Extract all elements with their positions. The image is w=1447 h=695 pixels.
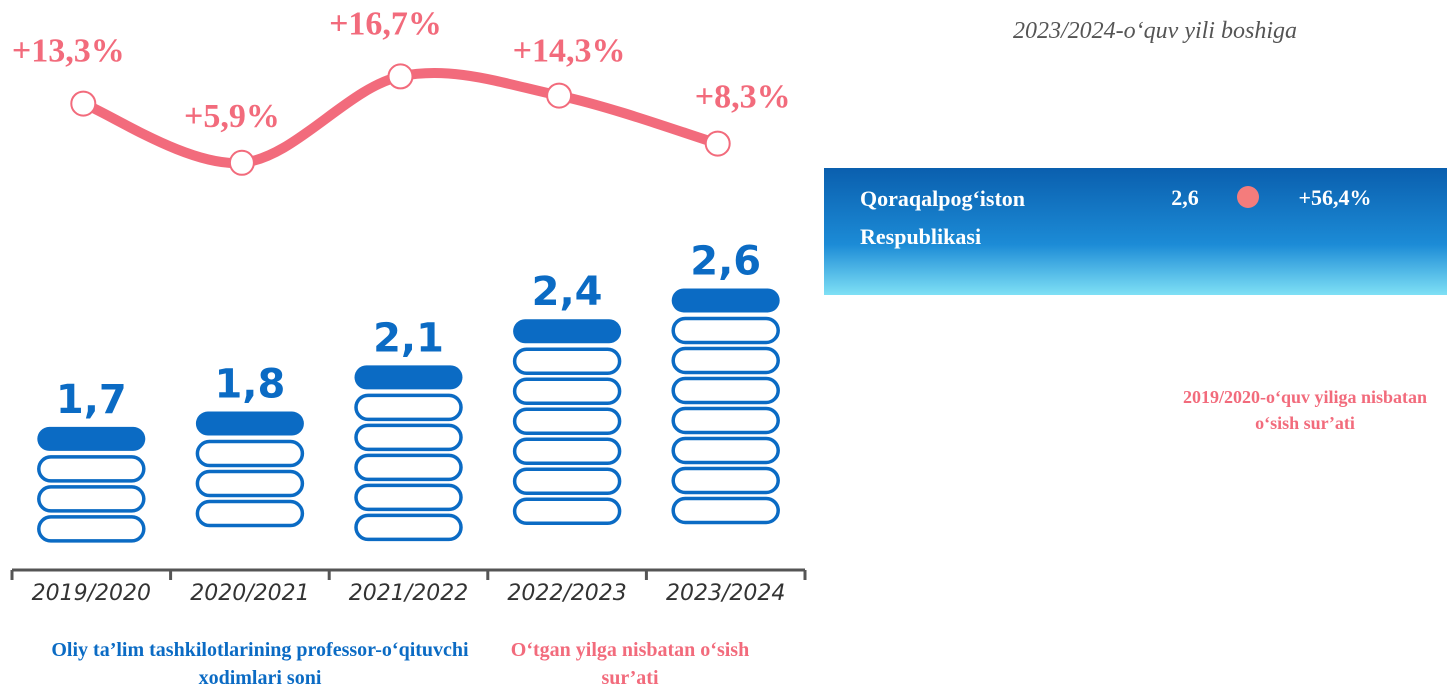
bar-ring [195, 439, 305, 468]
legend-dot [1237, 186, 1259, 208]
data-label: 2,4 [532, 269, 603, 315]
region-panel [824, 168, 1447, 295]
bar [671, 288, 780, 525]
bar-ring [671, 436, 780, 465]
bar-ring [512, 467, 622, 495]
bar-ring [671, 466, 780, 495]
bar-ring [512, 407, 622, 435]
x-tick-label: 2022/2023 [507, 581, 626, 606]
bar-cap [513, 319, 622, 344]
x-tick-label: 2021/2022 [349, 581, 468, 606]
bar [37, 426, 146, 543]
bar-cap [37, 426, 146, 451]
bar-ring [37, 455, 146, 483]
x-tick-label: 2023/2024 [666, 581, 785, 606]
x-tick-label: 2019/2020 [32, 581, 151, 606]
bar-ring [671, 406, 780, 435]
bar-ring [512, 497, 622, 525]
growth-label: +14,3% [513, 33, 626, 70]
growth-label: +8,3% [695, 79, 791, 116]
x-tick-label: 2020/2021 [190, 581, 309, 606]
bar-ring [671, 346, 780, 375]
legend-bars: Oliy ta’lim tashkilotlarining professor-… [51, 639, 469, 689]
bar-cap [354, 365, 463, 390]
data-label: 1,8 [214, 362, 285, 408]
bar-ring [195, 499, 305, 528]
growth-point [228, 149, 255, 176]
bar-ring [671, 496, 780, 525]
growth-point [70, 90, 97, 117]
bar-cap [195, 411, 304, 436]
bar-ring [195, 469, 305, 498]
growth-point [704, 130, 731, 157]
panel-region: Qoraqalpog‘iston Respublikasi [860, 186, 1026, 249]
bar [512, 319, 622, 525]
bar-ring [512, 347, 622, 375]
growth-point [546, 82, 573, 109]
bar-ring [354, 513, 463, 542]
bar-ring [512, 437, 622, 465]
bar-ring [671, 376, 780, 405]
bar-cap [671, 288, 780, 313]
data-label: 1,7 [56, 377, 127, 423]
growth-label: +16,7% [329, 5, 442, 42]
bar-ring [671, 316, 780, 345]
bar-ring [354, 453, 463, 482]
growth-label: +13,3% [12, 33, 125, 70]
growth-label: +5,9% [184, 98, 280, 135]
panel-value: 2,6 [1171, 185, 1199, 210]
bar-ring [354, 393, 463, 422]
bar [195, 411, 305, 528]
bar-ring [512, 377, 622, 405]
growth-note: 2019/2020-o‘quv yiliga nisbatan o‘sish s… [1182, 387, 1428, 433]
bar [354, 365, 463, 542]
legend-line: O‘tgan yilga nisbatan o‘sish sur’ati [510, 639, 750, 689]
bar-ring [354, 483, 463, 512]
bar-ring [37, 485, 146, 513]
panel-growth: +56,4% [1298, 185, 1371, 210]
panel-note: 2023/2024-o‘quv yili boshiga [1013, 18, 1297, 44]
bar-ring [354, 423, 463, 452]
growth-point [387, 63, 414, 90]
data-label: 2,1 [373, 315, 444, 361]
data-label: 2,6 [690, 238, 761, 284]
bar-ring [37, 515, 146, 543]
